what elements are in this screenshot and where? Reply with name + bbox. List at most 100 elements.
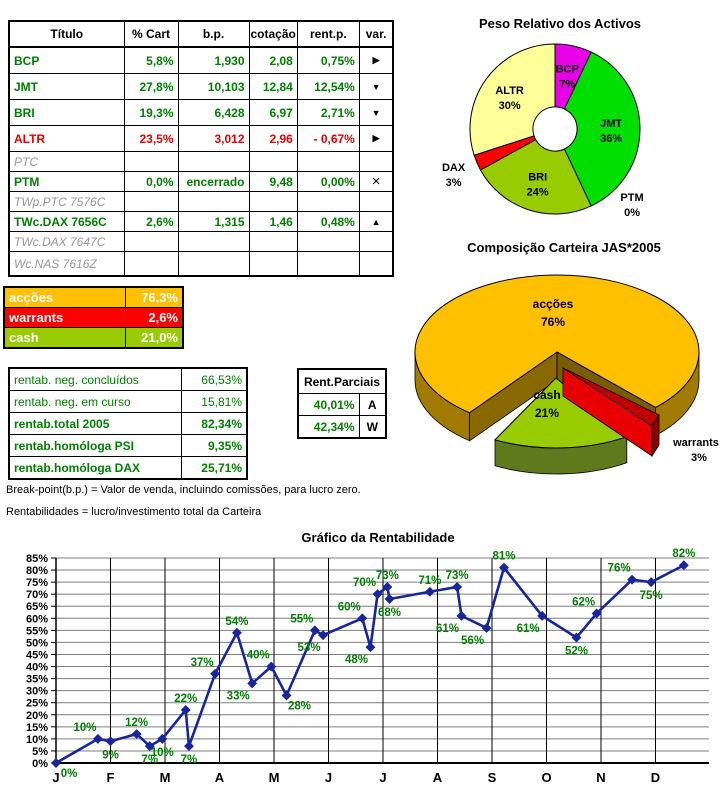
rentab-label[interactable]: rentab. neg. concluídos [8, 367, 182, 391]
table-row[interactable]: BCP 5,8% 1,930 2,08 0,75% ▶ [8, 46, 394, 74]
allocation-value[interactable]: 21,0% [124, 327, 184, 349]
cell[interactable]: 27,8% [123, 73, 179, 100]
cell[interactable]: 0,0% [123, 171, 179, 192]
cell[interactable]: 12,54% [296, 73, 360, 100]
cell[interactable]: 1,46 [248, 211, 298, 232]
cell[interactable]: ALTR [8, 125, 125, 152]
cell[interactable]: PTM [8, 171, 125, 192]
rentab-value[interactable]: 82,34% [180, 412, 248, 435]
table-row[interactable]: TWc.DAX 7656C 2,6% 1,315 1,46 0,48% ▲ [8, 211, 394, 232]
cell[interactable]: 9,48 [248, 171, 298, 192]
cell[interactable]: 12,84 [248, 73, 298, 100]
table-row[interactable]: PTC [8, 151, 394, 172]
parciais-row[interactable]: 40,01% A [297, 393, 387, 416]
cell[interactable]: 2,6% [123, 211, 179, 232]
table-row[interactable]: ALTR 23,5% 3,012 2,96- 0,67% ▶ [8, 125, 394, 152]
right-arrow-icon[interactable]: ▶ [358, 46, 394, 74]
parciais-value[interactable]: 40,01% [297, 393, 360, 416]
table-row[interactable]: JMT 27,8% 10,103 12,84 12,54% ▼ [8, 73, 394, 100]
rentab-label[interactable]: rentab.homóloga DAX [8, 456, 182, 480]
rentab-label[interactable]: rentab. neg. em curso [8, 390, 182, 413]
rentab-row[interactable]: rentab.homóloga DAX 25,71% [8, 456, 248, 480]
parciais-letter[interactable]: A [358, 393, 387, 416]
cell[interactable]: 23,5% [123, 125, 179, 152]
cell[interactable]: BCP [8, 46, 125, 74]
right-arrow-icon[interactable]: ▶ [358, 125, 394, 152]
cell[interactable]: PTC [8, 151, 125, 172]
cell[interactable]: 2,71% [296, 99, 360, 126]
allocation-value[interactable]: 2,6% [124, 307, 184, 328]
empty-cell[interactable] [358, 151, 394, 172]
allocation-label[interactable]: cash [3, 327, 126, 349]
cell[interactable] [296, 191, 360, 212]
allocation-label[interactable]: warrants [3, 307, 126, 328]
down-arrow-icon[interactable]: ▼ [358, 99, 394, 126]
cell[interactable] [123, 151, 179, 172]
empty-cell[interactable] [358, 191, 394, 212]
parciais-letter[interactable]: W [358, 415, 387, 439]
cell[interactable]: 3,012 [177, 125, 250, 152]
cell[interactable]: 1,930 [177, 46, 250, 74]
cell[interactable]: TWc.DAX 7647C [8, 231, 125, 252]
rentab-value[interactable]: 66,53% [180, 367, 248, 391]
allocation-table[interactable]: acções 76,3% warrants 2,6% cash 21,0% [3, 286, 184, 349]
cell[interactable] [123, 191, 179, 212]
cell[interactable]: 10,103 [177, 73, 250, 100]
x-icon[interactable]: × [358, 171, 394, 192]
rentab-row[interactable]: rentab. neg. concluídos 66,53% [8, 367, 248, 391]
cell[interactable] [248, 231, 298, 252]
asset-weight-pie-chart[interactable]: Peso Relativo dos Activos BCP 7% JMT 36% PTM… [430, 16, 690, 232]
allocation-value[interactable]: 76,3% [124, 286, 184, 308]
cell[interactable]: 5,8% [123, 46, 179, 74]
cell[interactable]: 0,00% [296, 171, 360, 192]
rentab-row[interactable]: rentab.total 2005 82,34% [8, 412, 248, 435]
cell[interactable] [248, 151, 298, 172]
rentab-value[interactable]: 25,71% [180, 456, 248, 480]
allocation-row[interactable]: acções 76,3% [3, 286, 184, 308]
cell[interactable] [248, 251, 298, 277]
allocation-label[interactable]: acções [3, 286, 126, 308]
table-row[interactable]: PTM 0,0% encerrado 9,48 0,00% × [8, 171, 394, 192]
cell[interactable]: 0,48% [296, 211, 360, 232]
rentab-row[interactable]: rentab.homóloga PSI 9,35% [8, 434, 248, 457]
cell[interactable] [296, 231, 360, 252]
rentab-row[interactable]: rentab. neg. em curso 15,81% [8, 390, 248, 413]
cell[interactable]: 6,97 [248, 99, 298, 126]
portfolio-table[interactable]: Título % Cart b.p. cotação rent.p. var. … [8, 20, 395, 277]
cell[interactable]: 2,08 [248, 46, 298, 74]
table-row[interactable]: BRI 19,3% 6,428 6,97 2,71% ▼ [8, 99, 394, 126]
cell[interactable]: 1,315 [177, 211, 250, 232]
rentab-label[interactable]: rentab.total 2005 [8, 412, 182, 435]
allocation-row[interactable]: cash 21,0% [3, 327, 184, 349]
rentab-value[interactable]: 15,81% [180, 390, 248, 413]
cell[interactable] [123, 231, 179, 252]
cell[interactable]: BRI [8, 99, 125, 126]
cell[interactable]: 6,428 [177, 99, 250, 126]
cell[interactable] [177, 251, 250, 277]
table-row[interactable]: TWp.PTC 7576C [8, 191, 394, 212]
cell[interactable] [177, 231, 250, 252]
cell[interactable]: encerrado [177, 171, 250, 192]
cell[interactable]: JMT [8, 73, 125, 100]
table-row[interactable]: Wc.NAS 7616Z [8, 251, 394, 277]
cell[interactable] [248, 191, 298, 212]
rentabilidade-table[interactable]: rentab. neg. concluídos 66,53% rentab. neg… [8, 367, 248, 480]
cell[interactable]: TWp.PTC 7576C [8, 191, 125, 212]
table-row[interactable]: TWc.DAX 7647C [8, 231, 394, 252]
rentabilidade-line-chart[interactable]: Gráfico da Rentabilidade 0% 5% 10% 15% 20% 25%… [0, 524, 728, 794]
cell[interactable] [123, 251, 179, 277]
empty-cell[interactable] [358, 251, 394, 277]
cell[interactable] [177, 151, 250, 172]
cell[interactable] [296, 251, 360, 277]
up-arrow-icon[interactable]: ▲ [358, 211, 394, 232]
rent-parciais-table[interactable]: Rent.Parciais 40,01% A 42,34% W [297, 368, 387, 439]
parciais-row[interactable]: 42,34% W [297, 415, 387, 439]
allocation-row[interactable]: warrants 2,6% [3, 307, 184, 328]
cell[interactable]: 19,3% [123, 99, 179, 126]
cell[interactable] [177, 191, 250, 212]
parciais-value[interactable]: 42,34% [297, 415, 360, 439]
cell[interactable] [296, 151, 360, 172]
rentab-label[interactable]: rentab.homóloga PSI [8, 434, 182, 457]
down-arrow-icon[interactable]: ▼ [358, 73, 394, 100]
empty-cell[interactable] [358, 231, 394, 252]
